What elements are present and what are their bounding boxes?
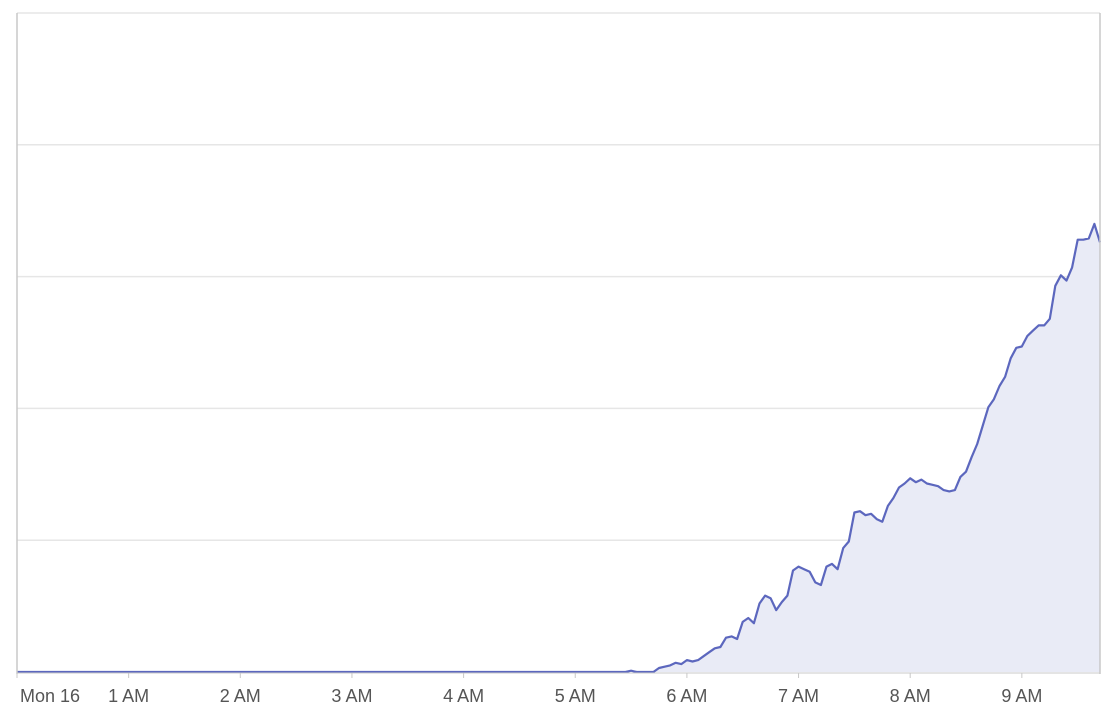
x-tick-label: 2 AM [220, 686, 261, 706]
series-line [17, 222, 1102, 674]
series-layer [17, 222, 1102, 674]
x-tick-label: 4 AM [443, 686, 484, 706]
x-tick-label: 3 AM [331, 686, 372, 706]
x-tick-label: Mon 16 [20, 686, 80, 706]
x-tick-label: 8 AM [890, 686, 931, 706]
x-tick-label: 5 AM [555, 686, 596, 706]
x-tick-label: 9 AM [1001, 686, 1042, 706]
axis-layer [16, 13, 1101, 674]
x-tick-label: 1 AM [108, 686, 149, 706]
gridlines [17, 12, 1100, 541]
x-tick-label: 7 AM [778, 686, 819, 706]
x-tick-labels: Mon 16 1 AM 2 AM 3 AM 4 AM 5 AM 6 AM 7 AM 8 AM 9 … [16, 673, 1042, 706]
series-area-fill [17, 223, 1100, 672]
x-tick-label: 6 AM [666, 686, 707, 706]
